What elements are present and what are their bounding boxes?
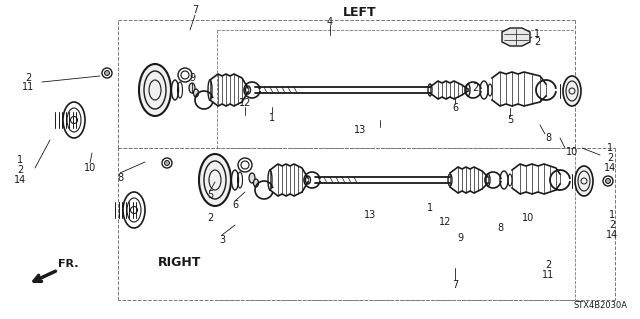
Text: 8: 8 bbox=[117, 173, 123, 183]
Text: 14: 14 bbox=[604, 163, 616, 173]
Text: 1: 1 bbox=[269, 113, 275, 123]
Text: 6: 6 bbox=[452, 103, 458, 113]
Text: 7: 7 bbox=[452, 280, 458, 290]
Text: 2: 2 bbox=[607, 153, 613, 163]
Ellipse shape bbox=[199, 154, 231, 206]
Ellipse shape bbox=[139, 64, 171, 116]
Text: STX4B2030A: STX4B2030A bbox=[574, 300, 628, 309]
Text: 2: 2 bbox=[534, 37, 540, 47]
Text: 2: 2 bbox=[25, 73, 31, 83]
Text: 6: 6 bbox=[232, 200, 238, 210]
Text: 2: 2 bbox=[609, 220, 615, 230]
Text: 3: 3 bbox=[219, 235, 225, 245]
Circle shape bbox=[104, 70, 109, 76]
Text: 1: 1 bbox=[17, 155, 23, 165]
Text: 2: 2 bbox=[545, 260, 551, 270]
Text: 11: 11 bbox=[542, 270, 554, 280]
Circle shape bbox=[164, 160, 170, 166]
Text: 10: 10 bbox=[522, 213, 534, 223]
Polygon shape bbox=[502, 28, 530, 46]
Text: RIGHT: RIGHT bbox=[158, 256, 202, 269]
Ellipse shape bbox=[575, 166, 593, 196]
Text: 9: 9 bbox=[189, 73, 195, 83]
Text: 12: 12 bbox=[239, 98, 251, 108]
Text: 1: 1 bbox=[427, 203, 433, 213]
Circle shape bbox=[605, 179, 611, 183]
Text: 2: 2 bbox=[17, 165, 23, 175]
Text: 1: 1 bbox=[607, 143, 613, 153]
Text: 12: 12 bbox=[439, 217, 451, 227]
Text: 8: 8 bbox=[497, 223, 503, 233]
Text: 1: 1 bbox=[609, 210, 615, 220]
Text: 2: 2 bbox=[207, 213, 213, 223]
Text: LEFT: LEFT bbox=[343, 5, 377, 19]
Text: 10: 10 bbox=[566, 147, 578, 157]
Text: FR.: FR. bbox=[58, 259, 79, 269]
Text: 14: 14 bbox=[606, 230, 618, 240]
Text: 11: 11 bbox=[22, 82, 34, 92]
Ellipse shape bbox=[253, 179, 259, 187]
Ellipse shape bbox=[193, 89, 198, 97]
Text: 2: 2 bbox=[472, 83, 478, 93]
Text: 9: 9 bbox=[457, 233, 463, 243]
Text: 13: 13 bbox=[364, 210, 376, 220]
Text: 5: 5 bbox=[507, 115, 513, 125]
Ellipse shape bbox=[249, 173, 255, 183]
Text: 1: 1 bbox=[534, 29, 540, 39]
Text: 14: 14 bbox=[14, 175, 26, 185]
Text: 7: 7 bbox=[192, 5, 198, 15]
Text: 13: 13 bbox=[354, 125, 366, 135]
Text: 4: 4 bbox=[327, 17, 333, 27]
Ellipse shape bbox=[563, 76, 581, 106]
Ellipse shape bbox=[189, 83, 195, 93]
Text: 5: 5 bbox=[207, 190, 213, 200]
Text: 10: 10 bbox=[84, 163, 96, 173]
Text: 8: 8 bbox=[545, 133, 551, 143]
